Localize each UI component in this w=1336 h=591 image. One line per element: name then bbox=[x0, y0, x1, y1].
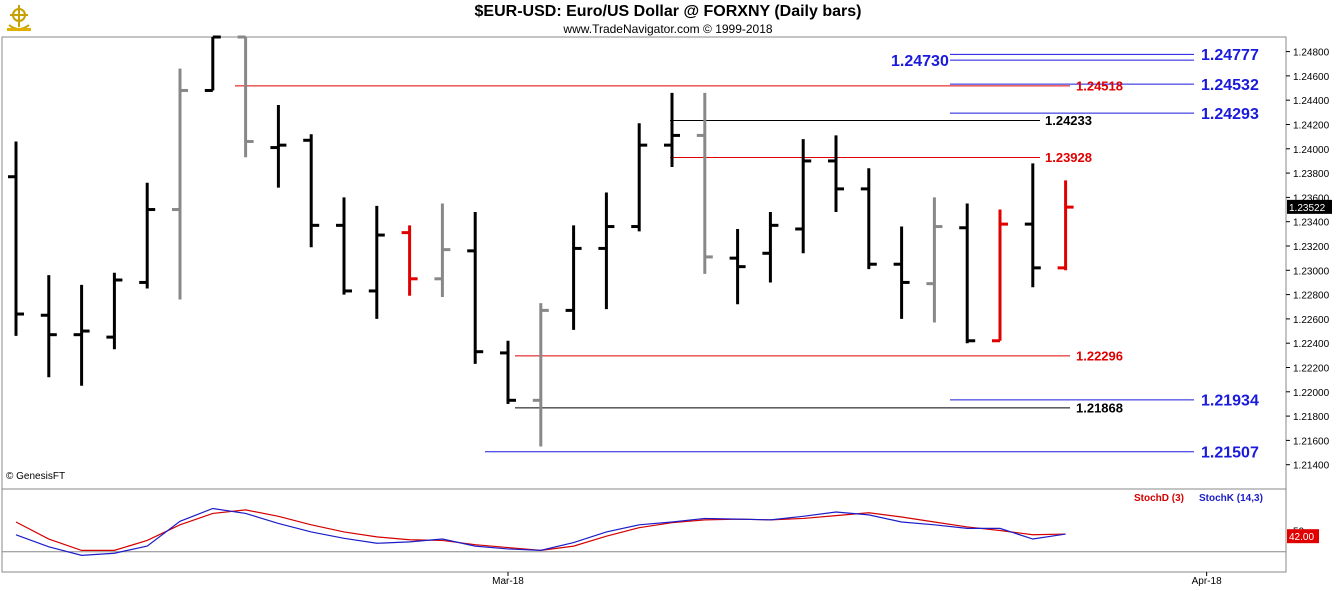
x-tick-label: Mar-18 bbox=[492, 576, 524, 587]
level-label: 1.21868 bbox=[1076, 401, 1123, 416]
y-tick-label: 1.23200 bbox=[1293, 242, 1330, 253]
stoch-value-marker bbox=[1287, 529, 1319, 544]
chart-frame bbox=[1, 36, 1287, 573]
chart-header: $EUR-USD: Euro/US Dollar @ FORXNY (Daily… bbox=[0, 0, 1336, 37]
level-label: 1.21934 bbox=[1201, 393, 1259, 410]
y-tick-label: 1.22600 bbox=[1293, 315, 1330, 326]
level-label: 1.23928 bbox=[1045, 150, 1092, 165]
level-label: 1.24518 bbox=[1076, 79, 1123, 94]
chart-subtitle: www.TradeNavigator.com © 1999-2018 bbox=[563, 22, 773, 36]
y-tick-label: 1.24000 bbox=[1293, 145, 1330, 156]
y-tick-label: 1.21600 bbox=[1293, 436, 1330, 447]
stoch-d-line bbox=[15, 509, 1066, 551]
copyright-label: © GenesisFT bbox=[6, 471, 65, 482]
level-label: 1.24777 bbox=[1201, 47, 1259, 64]
y-tick-label: 1.24600 bbox=[1293, 72, 1330, 83]
price-bars bbox=[8, 35, 1074, 447]
y-tick-label: 1.22200 bbox=[1293, 363, 1330, 374]
y-tick-label: 1.21800 bbox=[1293, 412, 1330, 423]
y-tick-label: 1.22400 bbox=[1293, 339, 1330, 350]
stoch-k-line bbox=[15, 507, 1066, 556]
y-tick-label: 1.22800 bbox=[1293, 291, 1330, 302]
stoch-k-legend: StochK (14,3) bbox=[1199, 493, 1263, 504]
y-tick-label: 1.22000 bbox=[1293, 388, 1330, 399]
level-label: 1.24730 bbox=[891, 53, 949, 70]
x-axis: Mar-18 Apr-18 bbox=[492, 572, 1222, 587]
y-tick-label: 1.23400 bbox=[1293, 218, 1330, 229]
level-label: 1.21507 bbox=[1201, 444, 1259, 461]
y-tick-label: 1.21400 bbox=[1293, 461, 1330, 472]
stoch-d-legend: StochD (3) bbox=[1134, 493, 1184, 504]
stoch-value-label: 42.00 bbox=[1289, 532, 1314, 543]
price-levels: 1.24777 1.24730 1.24532 1.24518 1.24293 1.242… bbox=[235, 47, 1259, 461]
x-tick-label: Apr-18 bbox=[1192, 576, 1222, 587]
stochastic-panel: StochD (3)StochK (14,3)5042.00 bbox=[2, 493, 1319, 556]
last-price-label: 1.23522 bbox=[1289, 203, 1326, 214]
chart-title: $EUR-USD: Euro/US Dollar @ FORXNY (Daily… bbox=[474, 3, 862, 20]
level-label: 1.24532 bbox=[1201, 77, 1259, 94]
level-label: 1.24233 bbox=[1045, 113, 1092, 128]
level-label: 1.24293 bbox=[1201, 106, 1259, 123]
y-tick-label: 1.23600 bbox=[1293, 193, 1330, 204]
y-tick-label: 1.24800 bbox=[1293, 48, 1330, 59]
y-axis: 1.24800 1.24600 1.24400 1.24200 1.24000 1.238… bbox=[1286, 48, 1332, 472]
last-price-marker bbox=[1287, 199, 1332, 214]
ship-wheel-icon bbox=[7, 5, 31, 31]
y-tick-label: 1.23000 bbox=[1293, 266, 1330, 277]
y-tick-label: 1.24400 bbox=[1293, 96, 1330, 107]
y-tick-label: 1.23800 bbox=[1293, 169, 1330, 180]
trade-navigator-logo bbox=[7, 5, 31, 31]
y-tick-label: 1.24200 bbox=[1293, 120, 1330, 131]
level-label: 1.22296 bbox=[1076, 349, 1123, 364]
